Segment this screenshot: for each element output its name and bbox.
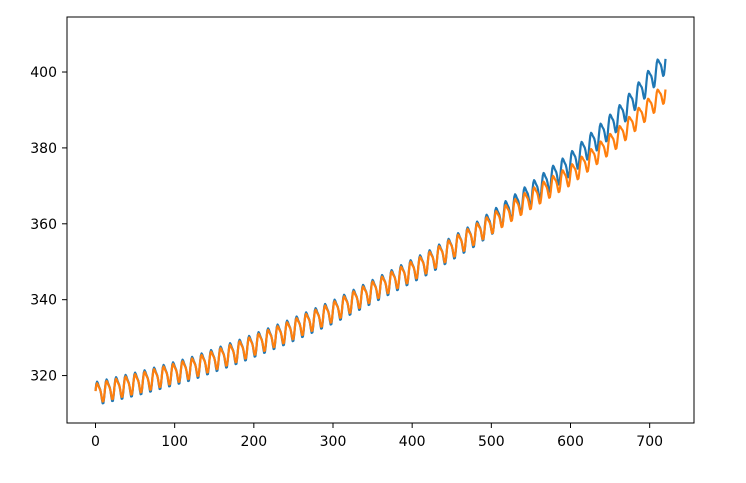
axes-layer: 0 100 200 300 400 500 600 700 320 340 360 380 400 [30,16,695,450]
x-tick-label: 400 [399,434,426,450]
y-tick-label: 320 [30,369,57,385]
x-tick-label: 0 [91,434,100,450]
x-tick-label: 700 [636,434,663,450]
y-tick-label: 340 [30,293,57,309]
series-layer [94,58,667,405]
y-tick-label: 400 [30,65,57,81]
y-tick-label: 380 [30,141,57,157]
x-tick-label: 200 [240,434,267,450]
x-tick-label: 600 [557,434,584,450]
x-tick-label: 300 [320,434,347,450]
x-tick-label: 500 [478,434,505,450]
series-line-1 [94,58,667,405]
x-tick-label: 100 [161,434,188,450]
plot-frame [66,16,695,424]
series-line-2 [94,88,667,403]
y-tick-label: 360 [30,217,57,233]
